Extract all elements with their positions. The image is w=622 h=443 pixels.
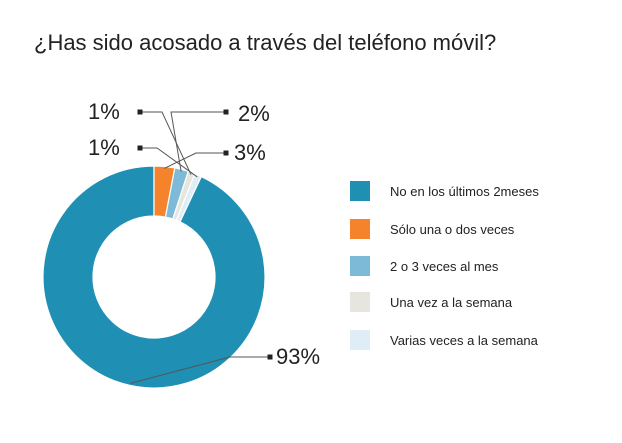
legend-swatch <box>350 292 370 312</box>
legend-swatch <box>350 181 370 201</box>
legend-label: 2 o 3 veces al mes <box>390 258 499 274</box>
legend-swatch <box>350 330 370 350</box>
legend-swatch <box>350 256 370 276</box>
leader-marker <box>267 354 273 360</box>
leader-line <box>130 356 270 384</box>
legend-item: Varias veces a la semana <box>350 329 538 351</box>
pie-slice <box>175 173 203 223</box>
legend-swatch <box>350 219 370 239</box>
legend-item: Sólo una o dos veces <box>350 218 514 240</box>
data-label: 3% <box>234 140 266 165</box>
data-label: 1% <box>88 99 120 124</box>
leader-line <box>140 111 192 175</box>
legend-item: No en los últimos 2meses <box>350 180 539 202</box>
legend-label: Sólo una o dos veces <box>390 221 515 237</box>
data-label: 93% <box>276 344 320 369</box>
leader-line <box>164 152 226 169</box>
chart-title: ¿Has sido acosado a través del teléfono … <box>34 30 497 55</box>
leader-marker <box>223 150 229 156</box>
leader-line <box>140 147 198 178</box>
legend-label: No en los últimos 2meses <box>390 183 539 199</box>
leader-marker <box>137 145 143 151</box>
legend-label: Una vez a la semana <box>390 294 513 310</box>
leader-marker <box>223 109 229 115</box>
data-label: 2% <box>238 101 270 126</box>
pie-slice <box>42 165 266 389</box>
leader-marker <box>137 109 143 115</box>
data-label: 1% <box>88 135 120 160</box>
leader-line <box>170 111 226 172</box>
legend-item: 2 o 3 veces al mes <box>350 255 498 277</box>
legend-label: Varias veces a la semana <box>390 332 538 348</box>
legend-item: Una vez a la semana <box>350 291 512 313</box>
